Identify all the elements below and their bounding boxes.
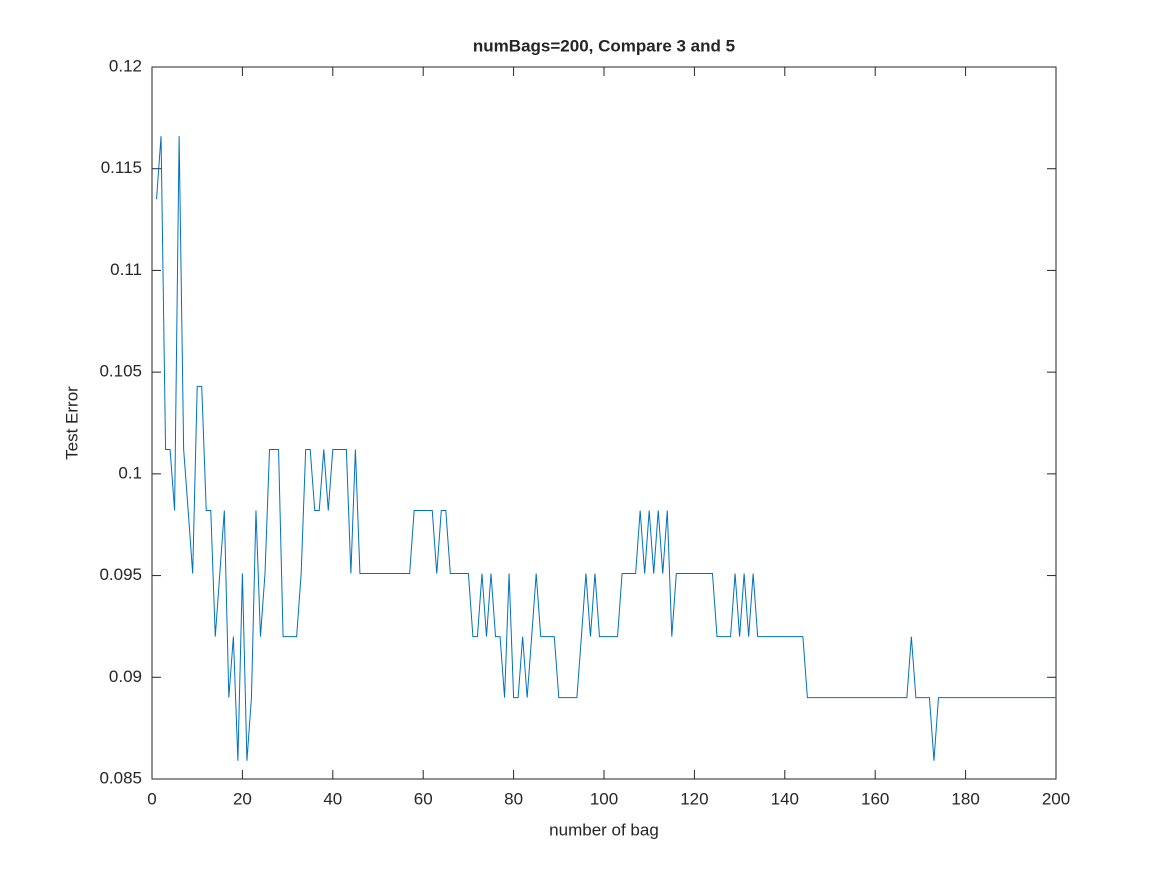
x-tick-label: 100	[590, 789, 618, 808]
x-axis-label: number of bag	[549, 820, 659, 839]
axes-box	[151, 66, 1057, 780]
x-tick-label: 40	[323, 789, 342, 808]
x-tick-label: 200	[1042, 789, 1070, 808]
chart-title: numBags=200, Compare 3 and 5	[473, 36, 735, 55]
x-tick-label: 0	[147, 789, 156, 808]
x-tick-label: 60	[414, 789, 433, 808]
y-tick-label: 0.09	[109, 667, 142, 686]
y-tick-label: 0.11	[110, 260, 142, 279]
x-tick-label: 80	[504, 789, 523, 808]
y-axis-label: Test Error	[62, 386, 81, 460]
y-tick-label: 0.095	[99, 565, 142, 584]
x-tick-label: 180	[951, 789, 979, 808]
y-tick-label: 0.105	[99, 362, 142, 381]
y-tick-label: 0.1	[118, 463, 142, 482]
y-tick-label: 0.12	[109, 56, 142, 75]
x-tick-label: 20	[233, 789, 252, 808]
x-tick-label: 120	[680, 789, 708, 808]
y-tick-label: 0.115	[101, 158, 142, 177]
data-line	[156, 136, 1056, 761]
x-tick-label: 160	[861, 789, 889, 808]
x-tick-label: 140	[771, 789, 799, 808]
y-tick-label: 0.085	[99, 768, 142, 787]
